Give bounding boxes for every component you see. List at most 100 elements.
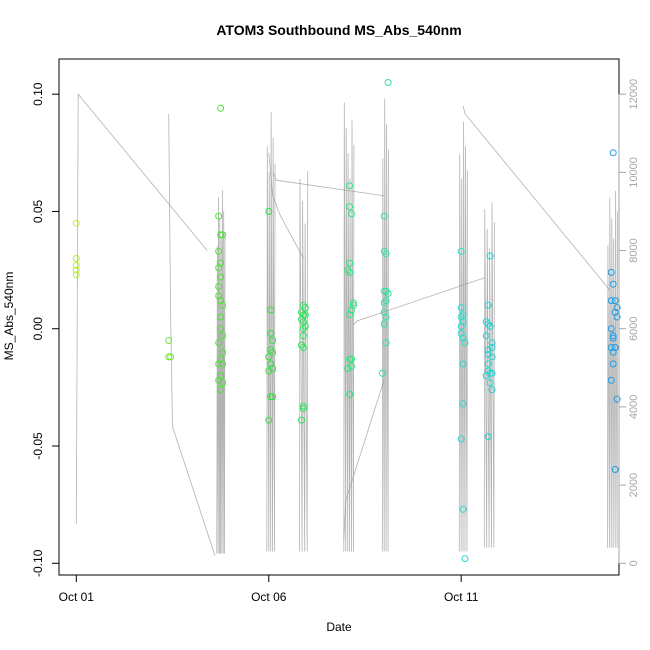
data-point (265, 367, 273, 375)
right-tick-label: 6000 (628, 316, 640, 340)
y-axis-title: MS_Abs_540nm (2, 272, 16, 361)
data-point (215, 292, 223, 300)
data-point (349, 301, 357, 309)
data-point (217, 355, 225, 363)
data-point (609, 360, 617, 368)
data-point (217, 273, 225, 281)
trace-segment (462, 105, 610, 290)
data-point (609, 334, 617, 342)
data-point (267, 306, 275, 314)
data-point (344, 365, 352, 373)
data-point (348, 362, 355, 370)
data-point (219, 379, 227, 387)
data-point (382, 339, 390, 347)
data-point (269, 337, 277, 344)
data-point (484, 346, 492, 354)
data-point (72, 254, 80, 262)
y-tick-label: 0.10 (31, 82, 45, 106)
plot-frame (58, 58, 620, 576)
data-point (384, 79, 392, 86)
data-point (301, 311, 309, 319)
data-point (459, 360, 467, 368)
right-axis: 0 2000 4000 6000 8000 10000 12000 (618, 79, 640, 566)
data-point (607, 344, 615, 351)
data-point (346, 390, 354, 398)
data-point (217, 313, 225, 321)
data-point (459, 318, 467, 326)
right-axis-trace (75, 93, 618, 556)
data-point (459, 311, 467, 319)
right-tick-label: 12000 (628, 79, 640, 110)
data-point (269, 393, 277, 401)
data-point (380, 287, 388, 295)
data-point (215, 360, 223, 368)
data-point (298, 416, 305, 424)
data-point (344, 266, 352, 274)
data-point (215, 212, 223, 220)
trace-cluster (607, 190, 618, 548)
data-point (488, 369, 496, 377)
right-tick-label: 4000 (628, 395, 640, 419)
data-point (457, 304, 465, 312)
data-point (215, 339, 223, 347)
data-point (378, 369, 386, 377)
data-point (217, 231, 225, 239)
data-point (384, 290, 392, 297)
data-point (217, 259, 225, 267)
data-point (380, 308, 388, 316)
data-point (346, 182, 354, 190)
data-point (457, 322, 465, 330)
data-point (267, 329, 275, 337)
data-point (219, 301, 227, 309)
data-point (299, 301, 307, 309)
data-point (486, 252, 494, 260)
chart-title: ATOM3 Southbound MS_Abs_540nm (216, 22, 461, 38)
data-point (609, 332, 617, 340)
data-point (217, 297, 225, 305)
data-point (219, 231, 227, 239)
data-point (613, 395, 621, 403)
data-point (267, 360, 275, 368)
data-point (611, 297, 619, 305)
data-point (165, 353, 173, 361)
data-point (461, 555, 469, 563)
trace-segment (168, 113, 216, 556)
data-point (488, 353, 496, 361)
data-point (382, 250, 390, 258)
data-point (346, 259, 354, 267)
data-point (380, 299, 388, 307)
data-point (219, 348, 227, 356)
data-point (380, 212, 388, 220)
data-point (457, 313, 465, 321)
data-point (611, 308, 619, 316)
trace-segment (75, 93, 208, 525)
x-axis-title: Date (326, 620, 352, 634)
data-point (217, 104, 225, 112)
data-point (348, 306, 355, 314)
data-point (459, 400, 467, 408)
data-point (382, 297, 390, 305)
trace-segment (353, 277, 485, 326)
y-tick-label: 0.00 (31, 317, 45, 341)
y-tick-label: 0.05 (31, 199, 45, 223)
data-point (459, 334, 467, 342)
data-point (299, 402, 307, 410)
data-point (607, 376, 615, 384)
data-point (299, 405, 307, 412)
data-point (72, 266, 80, 274)
data-point (609, 149, 617, 157)
data-point (457, 435, 465, 443)
data-point (348, 355, 355, 363)
data-point (299, 332, 307, 340)
data-point (72, 271, 80, 279)
data-point (219, 360, 227, 368)
data-point (457, 247, 465, 255)
data-points (72, 79, 621, 563)
data-point (346, 355, 354, 363)
trace-segment (272, 172, 385, 197)
data-point (482, 332, 490, 340)
data-point (299, 318, 307, 326)
data-point (72, 219, 80, 227)
data-point (301, 304, 309, 312)
data-point (215, 247, 223, 255)
